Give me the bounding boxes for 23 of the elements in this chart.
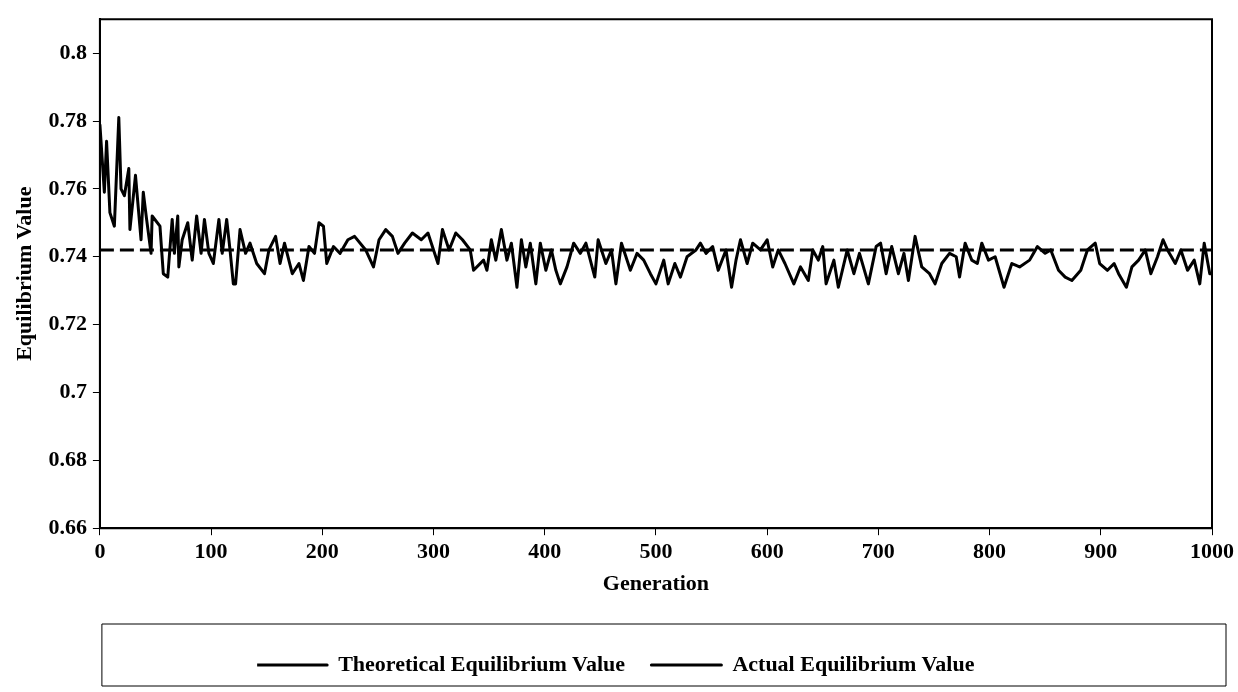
x-tick-label: 300 <box>417 538 451 564</box>
y-tick-label: 0.78 <box>48 106 87 132</box>
legend-label: Theoretical Equilibrium Value <box>338 650 626 676</box>
x-tick-label: 600 <box>750 538 784 564</box>
x-tick-label: 200 <box>305 538 339 564</box>
x-tick-label: 400 <box>528 538 562 564</box>
y-tick-label: 0.7 <box>59 378 87 404</box>
x-tick-label: 500 <box>639 538 673 564</box>
x-tick-label: 1000 <box>1190 538 1234 564</box>
x-tick-label: 900 <box>1084 538 1118 564</box>
y-axis-title: Equilibrium Value <box>10 186 36 361</box>
x-tick-label: 100 <box>194 538 228 564</box>
y-tick-label: 0.66 <box>48 513 87 539</box>
legend-label: Actual Equilibrium Value <box>732 650 975 676</box>
y-tick-label: 0.76 <box>48 174 87 200</box>
x-tick-label: 700 <box>861 538 895 564</box>
x-tick-label: 0 <box>94 538 106 564</box>
x-axis-title: Generation <box>602 570 710 596</box>
y-tick-label: 0.72 <box>48 310 87 336</box>
y-tick-label: 0.8 <box>59 38 87 64</box>
y-tick-label: 0.68 <box>48 446 87 472</box>
y-tick-label: 0.74 <box>48 242 87 268</box>
x-tick-label: 800 <box>973 538 1007 564</box>
